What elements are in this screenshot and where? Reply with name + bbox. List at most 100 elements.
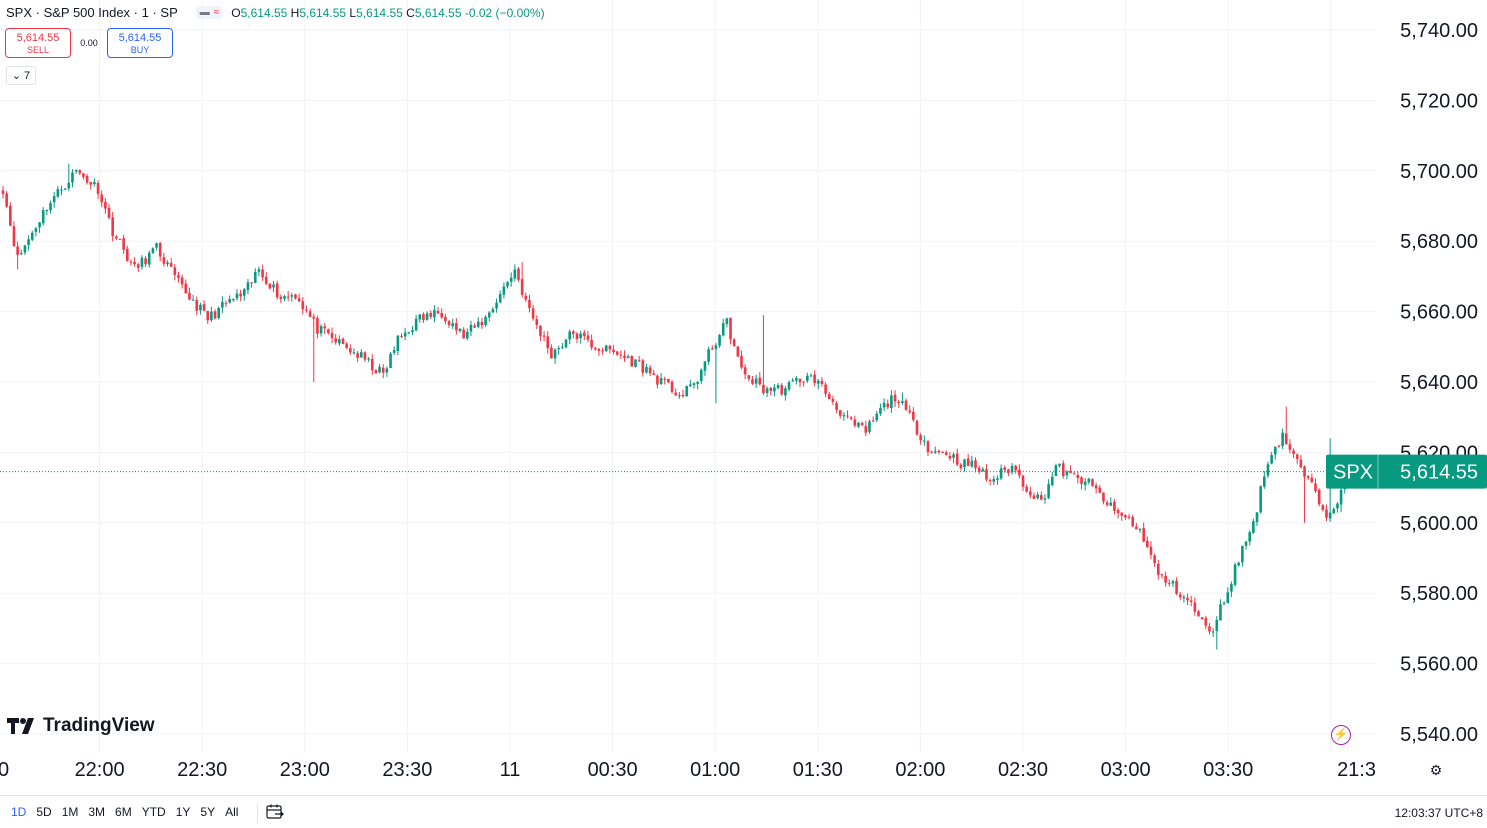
range-button-1d[interactable]: 1D — [11, 805, 27, 819]
indicators-toggle-button[interactable]: ⌄ 7 — [6, 66, 36, 85]
candle-body — [758, 377, 762, 385]
tradingview-logo[interactable]: TradingView — [7, 715, 155, 737]
candle-body — [107, 207, 111, 218]
candle-body — [1295, 454, 1299, 460]
y-tick-label: 5,640.00 — [1400, 372, 1478, 394]
low-value: 5,614.55 — [356, 5, 403, 20]
candle-body — [312, 316, 316, 319]
price-axis[interactable]: 5,540.005,560.005,580.005,600.005,620.00… — [1400, 20, 1478, 746]
candle-body — [133, 262, 136, 265]
settings-icon[interactable]: ⚙ — [1429, 762, 1443, 778]
candle-body — [1317, 489, 1321, 505]
candle-body — [948, 455, 952, 459]
candle-body — [23, 245, 27, 253]
range-button-1m[interactable]: 1M — [61, 805, 79, 819]
y-tick-label: 5,580.00 — [1400, 583, 1478, 605]
candle-body — [1029, 491, 1032, 496]
candle-body — [305, 309, 308, 311]
candle-body — [1270, 455, 1273, 464]
candle-body — [1178, 594, 1182, 598]
candle-body — [908, 410, 911, 413]
candle-body — [407, 332, 411, 334]
clock-timezone[interactable]: 12:03:37 UTC+8 — [1394, 806, 1483, 820]
candle-body — [323, 326, 327, 329]
x-tick-label: 0 — [0, 759, 9, 781]
candle-body — [1138, 529, 1142, 531]
candle-body — [802, 381, 805, 383]
candle-body — [403, 332, 407, 337]
candle-body — [1065, 471, 1069, 476]
candle-body — [1171, 581, 1175, 584]
candle-body — [1094, 485, 1098, 489]
range-button-5d[interactable]: 5D — [36, 805, 52, 819]
candle-body — [232, 299, 235, 301]
candle-body — [988, 480, 992, 482]
time-axis[interactable]: 0 22:00 22:30 23:00 23:30 11 00:30 01:00 01:30 02… — [0, 759, 1376, 781]
legend-status-pill[interactable]: ▬ ≈ — [195, 6, 224, 19]
candle-body — [528, 300, 531, 309]
lightning-icon[interactable]: ⚡ — [1331, 725, 1351, 745]
candle-body — [268, 283, 272, 289]
candle-body — [1102, 492, 1105, 502]
candle-body — [1164, 575, 1167, 583]
candle-body — [535, 319, 539, 326]
last-price-label: SPX 5,614.55 — [1326, 454, 1487, 489]
candle-body — [1248, 532, 1251, 542]
candle-body — [707, 349, 710, 362]
candle-body — [678, 395, 681, 397]
candle-body — [242, 289, 246, 296]
candle-body — [484, 316, 487, 326]
candle-body — [1222, 603, 1226, 605]
candle-body — [645, 367, 648, 373]
candle-body — [974, 460, 977, 469]
candle-body — [1193, 602, 1197, 612]
low-label: L — [349, 5, 357, 20]
candle-body — [12, 226, 16, 247]
candle-body — [122, 238, 125, 250]
range-button-6m[interactable]: 6M — [115, 805, 132, 819]
candle-body — [692, 383, 696, 386]
candle-body — [49, 202, 52, 210]
ohlc-values: O5,614.55 H5,614.55 L5,614.55 C5,614.55 … — [231, 6, 544, 20]
candle-body — [447, 320, 451, 326]
candle-body — [901, 401, 904, 403]
buy-button[interactable]: 5,614.55 BUY — [107, 28, 173, 58]
range-button-3m[interactable]: 3M — [88, 805, 106, 819]
candle-body — [473, 325, 476, 328]
x-tick-label: 23:00 — [280, 759, 330, 781]
candle-body — [250, 282, 253, 284]
candle-body — [798, 378, 802, 383]
candle-body — [272, 284, 275, 288]
candle-body — [1036, 494, 1039, 499]
candle-body — [630, 355, 634, 367]
candle-body — [27, 239, 30, 245]
sell-button[interactable]: 5,614.55 SELL — [5, 28, 71, 58]
candle-body — [316, 318, 319, 334]
calendar-goto-icon[interactable] — [266, 804, 284, 820]
symbol-title[interactable]: SPX · S&P 500 Index · 1 · SP — [6, 5, 178, 20]
close-label: C — [406, 5, 415, 20]
range-button-ytd[interactable]: YTD — [141, 805, 166, 819]
candle-body — [476, 321, 480, 327]
candle-body — [824, 384, 827, 394]
candle-body — [879, 407, 882, 414]
candle-body — [959, 464, 963, 469]
candle-body — [795, 378, 798, 381]
candle-body — [60, 189, 63, 191]
y-tick-label: 5,680.00 — [1400, 231, 1478, 253]
candle-body — [275, 283, 279, 298]
candle-body — [853, 419, 857, 426]
candle-body — [1314, 483, 1317, 491]
candle-body — [1050, 476, 1054, 485]
candle-body — [747, 375, 751, 379]
range-button-5y[interactable]: 5Y — [200, 805, 216, 819]
candle-body — [985, 469, 988, 480]
candle-body — [491, 309, 495, 313]
candle-body — [290, 295, 294, 297]
range-button-1y[interactable]: 1Y — [175, 805, 191, 819]
candle-body — [1204, 618, 1208, 626]
candle-body — [1072, 473, 1076, 475]
candle-body — [283, 296, 286, 299]
range-button-all[interactable]: All — [225, 805, 239, 819]
